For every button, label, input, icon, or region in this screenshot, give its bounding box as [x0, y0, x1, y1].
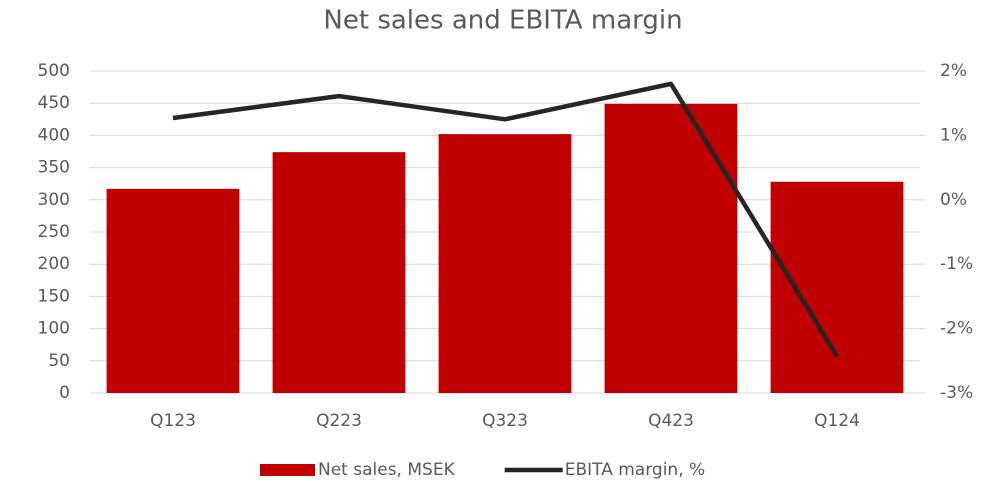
y2-tick-label: -3% [940, 383, 973, 403]
x-tick-label: Q323 [482, 411, 528, 431]
y-tick-label: 50 [48, 351, 70, 371]
bar [272, 152, 406, 393]
y-tick-label: 0 [59, 383, 70, 403]
bar [770, 181, 904, 393]
y2-tick-label: -1% [940, 254, 973, 274]
y-tick-label: 150 [38, 286, 70, 306]
legend-label: EBITA margin, % [565, 460, 705, 480]
legend-label: Net sales, MSEK [318, 460, 456, 480]
chart-title: Net sales and EBITA margin [323, 6, 682, 36]
y-tick-label: 300 [38, 190, 70, 210]
bar [106, 188, 240, 393]
y-tick-label: 200 [38, 254, 70, 274]
line [172, 81, 839, 358]
y2-tick-label: 2% [940, 61, 967, 81]
x-tick-label: Q423 [648, 411, 694, 431]
y-tick-label: 500 [38, 61, 70, 81]
y-tick-label: 250 [38, 222, 70, 242]
y-tick-label: 350 [38, 158, 70, 178]
bar [438, 134, 572, 393]
y-tick-label: 400 [38, 125, 70, 145]
bar [604, 103, 738, 394]
x-tick-label: Q123 [150, 411, 196, 431]
y2-tick-label: -2% [940, 319, 973, 339]
x-tick-label: Q124 [814, 411, 860, 431]
y-tick-label: 100 [38, 319, 70, 339]
legend-swatch [260, 464, 315, 476]
y-tick-label: 450 [38, 93, 70, 113]
y2-tick-label: 1% [940, 125, 967, 145]
y2-tick-label: 0% [940, 190, 967, 210]
x-tick-label: Q223 [316, 411, 362, 431]
